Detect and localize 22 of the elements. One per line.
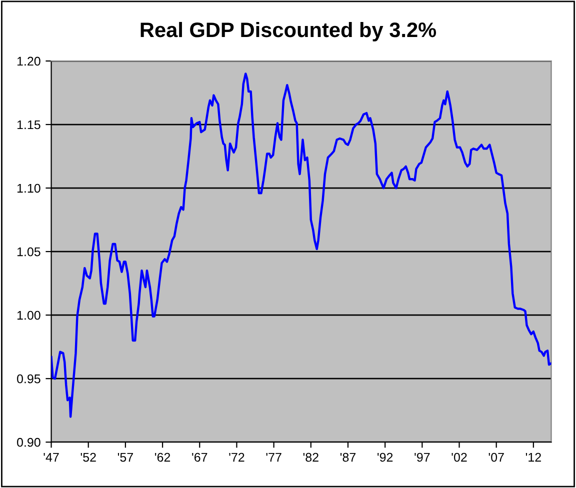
y-tick-label: 1.10 — [17, 184, 40, 193]
x-tick-label: '77 — [266, 453, 282, 462]
x-tick-label: '57 — [118, 453, 133, 462]
chart-title: Real GDP Discounted by 3.2% — [140, 22, 436, 42]
x-tick-label: '62 — [155, 452, 170, 462]
y-tick-label: 1.20 — [17, 56, 40, 66]
x-tick-label: '02 — [452, 452, 467, 462]
y-tick-label: 0.90 — [17, 438, 40, 447]
x-tick-label: '07 — [488, 452, 504, 462]
x-tick-label: '82 — [303, 452, 318, 462]
x-tick-label: '12 — [526, 452, 541, 462]
x-tick-label: '92 — [378, 452, 393, 462]
y-tick-label: 1.15 — [17, 120, 40, 130]
y-tick-label: 1.05 — [17, 247, 40, 256]
x-tick-label: '52 — [80, 452, 96, 462]
x-tick-label: '72 — [229, 452, 244, 462]
x-tick-label: '97 — [414, 452, 430, 462]
x-tick-label: '67 — [192, 452, 208, 462]
y-tick-label: 1.00 — [17, 310, 40, 320]
y-tick-label: 0.95 — [17, 374, 40, 384]
x-tick-label: '47 — [44, 453, 59, 462]
x-tick-label: '87 — [340, 452, 356, 462]
